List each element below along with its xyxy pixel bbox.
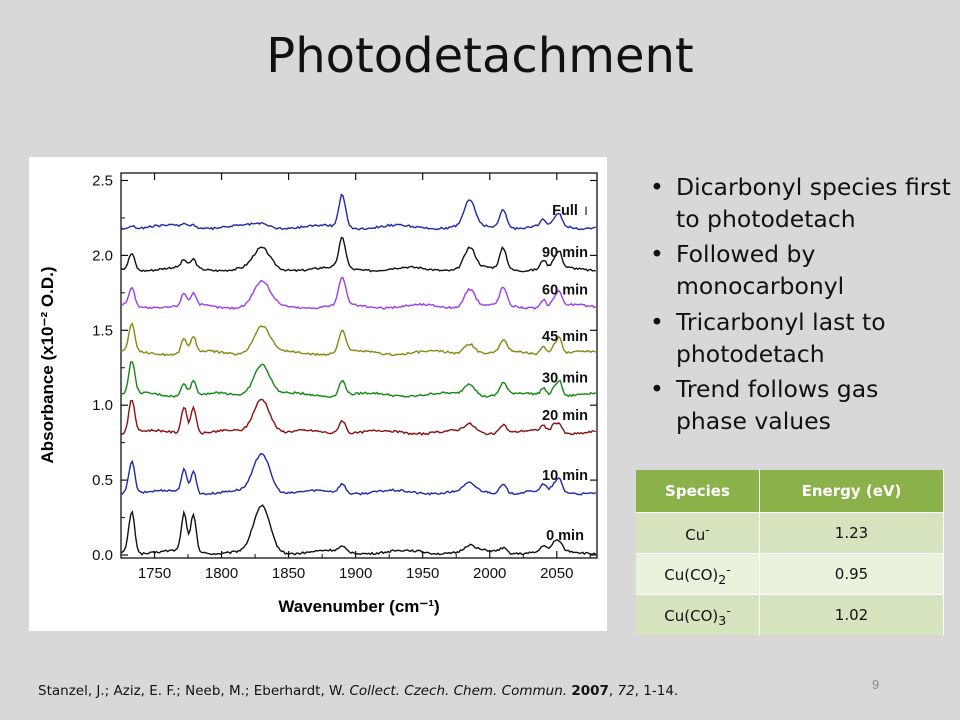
page-number: 9	[872, 677, 880, 692]
slide-title: Photodetachment	[266, 28, 694, 84]
y-tick-label: 2.5	[92, 172, 113, 189]
bullet-list: Dicarbonyl species first to photodetach …	[646, 172, 951, 442]
species-cell: Cu(CO)2-	[636, 553, 760, 595]
series-label: 20 min	[542, 408, 588, 424]
citation-year: 2007	[571, 683, 609, 699]
x-tick-label: 1900	[339, 565, 372, 582]
table-header-row: Species Energy (eV)	[636, 470, 945, 513]
table-row: Cu- 1.23	[636, 512, 945, 554]
series-line	[120, 504, 597, 556]
citation-journal: Collect. Czech. Chem. Commun.	[349, 683, 568, 699]
series-line	[120, 452, 597, 496]
series-label: Full	[552, 203, 578, 219]
spectrum-chart: Absorbance (x10⁻² O.D.) Wavenumber (cm⁻¹…	[29, 157, 607, 631]
chart-svg: Absorbance (x10⁻² O.D.) Wavenumber (cm⁻¹…	[38, 172, 598, 616]
series-label: 10 min	[542, 468, 588, 484]
energy-table: Species Energy (eV) Cu- 1.23 Cu(CO)2- 0.…	[636, 470, 945, 635]
x-tick-label: 1950	[406, 565, 439, 582]
y-axis-label: Absorbance (x10⁻² O.D.)	[38, 267, 57, 464]
table-header-species: Species	[636, 470, 760, 513]
series-label: 60 min	[542, 282, 588, 298]
y-tick-label: 1.0	[92, 397, 113, 414]
y-tick-label: 0.5	[92, 472, 113, 489]
energy-cell: 0.95	[759, 553, 945, 595]
series-label: 90 min	[542, 245, 588, 261]
bullet-item: Trend follows gas phase values	[646, 374, 951, 437]
citation: Stanzel, J.; Aziz, E. F.; Neeb, M.; Eber…	[38, 683, 679, 699]
bullet-item: Followed by monocarbonyl	[646, 239, 951, 302]
x-tick-label: 2000	[473, 565, 506, 582]
error-bar-glyph: I	[584, 204, 587, 218]
energy-cell: 1.02	[759, 594, 945, 635]
series-line	[120, 361, 597, 399]
energy-cell: 1.23	[759, 512, 945, 554]
y-tick-label: 1.5	[92, 322, 113, 339]
x-tick-label: 2050	[540, 565, 573, 582]
y-tick-label: 2.0	[92, 247, 113, 264]
citation-authors: Stanzel, J.; Aziz, E. F.; Neeb, M.; Eber…	[38, 683, 346, 699]
series-line	[120, 277, 597, 310]
x-tick-label: 1800	[205, 565, 238, 582]
species-cell: Cu-	[636, 512, 760, 554]
plot-frame	[120, 172, 598, 559]
x-axis-label: Wavenumber (cm⁻¹)	[278, 597, 439, 616]
citation-pages: , 1-14.	[634, 683, 679, 699]
series-line	[120, 322, 597, 357]
y-tick-label: 0.0	[92, 547, 113, 564]
series-line	[120, 193, 596, 231]
bullet-item: Dicarbonyl species first to photodetach	[646, 172, 951, 235]
table-row: Cu(CO)3- 1.02	[636, 594, 945, 635]
x-tick-label: 1750	[138, 565, 171, 582]
table-row: Cu(CO)2- 0.95	[636, 553, 945, 595]
bullet-item: Tricarbonyl last to photodetach	[646, 307, 951, 370]
citation-volume: 72	[617, 683, 635, 699]
series-label: 30 min	[542, 371, 588, 387]
x-tick-label: 1850	[272, 565, 305, 582]
species-cell: Cu(CO)3-	[636, 594, 760, 635]
series-line	[120, 236, 596, 273]
table-header-energy: Energy (eV)	[759, 470, 945, 513]
series-label: 0 min	[546, 528, 584, 544]
series-line	[120, 398, 597, 436]
series-label: 45 min	[542, 329, 588, 345]
